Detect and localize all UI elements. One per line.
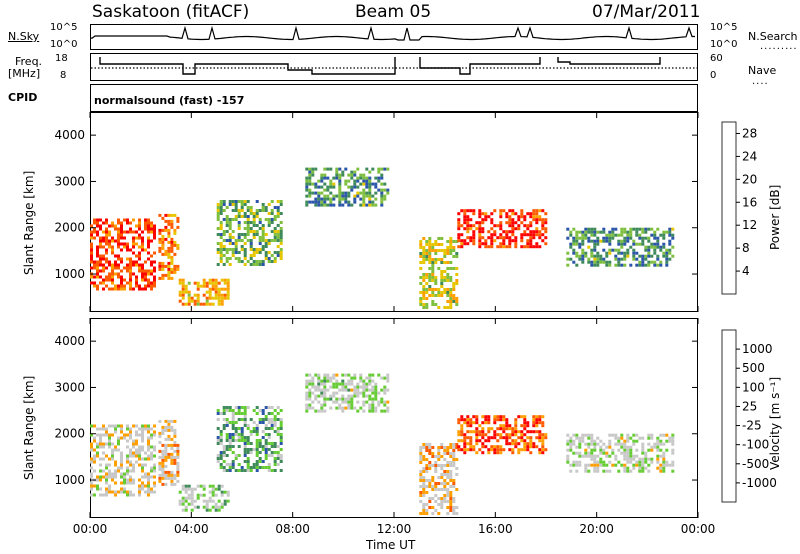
y-tick-label: 3000 — [54, 174, 85, 188]
power-ylabel: Slant Range [km] — [22, 170, 36, 275]
nsky-label: N.Sky — [8, 30, 40, 43]
nave-line: .... — [752, 76, 769, 87]
y-tick-label: 1000 — [54, 473, 85, 487]
station-title: Saskatoon (fitACF) — [92, 2, 250, 22]
freq-label: Freq. — [15, 55, 43, 68]
colorbar-frame — [721, 121, 737, 295]
colorbar-tick-label: 4 — [742, 264, 750, 278]
freq-traces — [91, 57, 697, 75]
echo-region-3 — [216, 200, 283, 266]
colorbar-tick-label: 1000 — [742, 342, 773, 356]
nsearch-label: N.Search — [748, 30, 798, 43]
colorbar-tick-label: 100 — [742, 380, 765, 394]
noise-right-bottom: 10^0 — [710, 39, 738, 50]
echo-region-1 — [158, 213, 180, 280]
colorbar-frame — [721, 329, 737, 503]
noise-left-bottom: 10^0 — [50, 39, 78, 50]
echo-region-7 — [566, 227, 675, 267]
noise-traces — [90, 25, 695, 41]
echo-region-0 — [90, 424, 156, 497]
date-label: 07/Mar/2011 — [592, 2, 701, 22]
echo-region-6 — [457, 415, 548, 455]
noise-left-top: 10^5 — [50, 22, 78, 33]
x-tick-label: 00:00 — [681, 522, 716, 536]
echo-region-6 — [457, 209, 548, 249]
y-tick-label: 4000 — [54, 128, 85, 142]
x-tick-label: 12:00 — [377, 522, 412, 536]
power-echoes — [90, 167, 675, 309]
colorbar-tick-label: 12 — [742, 218, 757, 232]
freq-right-top: 60 — [710, 53, 723, 64]
beam-label: Beam 05 — [355, 2, 432, 22]
echo-region-4 — [305, 167, 390, 207]
velocity-colorbar-label: Velocity [m s⁻¹] — [768, 376, 782, 470]
x-axis-label: Time UT — [366, 538, 416, 552]
colorbar-tick-label: -1000 — [742, 476, 777, 490]
echo-region-7 — [566, 433, 675, 473]
echo-region-1 — [158, 419, 180, 486]
x-tick-label: 04:00 — [174, 522, 209, 536]
freq-unit-label: [MHz] — [8, 67, 41, 80]
colorbar-tick-label: -25 — [742, 419, 762, 433]
colorbar-tick-label: 500 — [742, 361, 765, 375]
x-tick-label: 08:00 — [275, 522, 310, 536]
colorbar-tick-label: -100 — [742, 438, 769, 452]
colorbar-tick-label: -500 — [742, 457, 769, 471]
noise-right-top: 10^5 — [710, 22, 738, 33]
y-tick-label: 2000 — [54, 427, 85, 441]
noise-panel — [90, 24, 698, 50]
power-colorbar-label: Power [dB] — [768, 184, 782, 250]
echo-region-5 — [419, 443, 459, 515]
nsearch-line: ......... — [760, 41, 798, 52]
colorbar-tick-label: 25 — [742, 399, 757, 413]
y-tick-label: 2000 — [54, 221, 85, 235]
freq-right-bottom: 0 — [710, 70, 717, 81]
velocity-ylabel: Slant Range [km] — [22, 375, 36, 480]
freq-panel — [90, 53, 698, 81]
x-tick-label: 00:00 — [73, 522, 108, 536]
y-tick-label: 3000 — [54, 380, 85, 394]
noise-trace-line — [90, 25, 695, 41]
colorbar-tick-label: 20 — [742, 172, 757, 186]
freq-left-top: 18 — [55, 53, 68, 64]
colorbar-tick-label: 16 — [742, 195, 757, 209]
colorbar-tick-label: 24 — [742, 149, 757, 163]
colorbar-tick-label: 8 — [742, 241, 750, 255]
echo-region-3 — [216, 406, 283, 472]
echo-region-4 — [305, 373, 390, 413]
velocity-echoes — [90, 373, 675, 515]
echo-region-2 — [178, 278, 230, 306]
cpid-label: CPID — [8, 91, 38, 104]
colorbar-tick-label: 28 — [742, 126, 757, 140]
colorbars: 4 8 12 16 20 24 28 1000 500 100 25 -25 -100 -500 -1000 — [721, 121, 777, 503]
cpid-panel — [90, 84, 698, 112]
echo-region-2 — [178, 484, 230, 512]
freq-trace-line — [99, 57, 661, 75]
cpid-value: normalsound (fast) -157 — [94, 94, 245, 107]
y-tick-label: 1000 — [54, 267, 85, 281]
x-tick-label: 16:00 — [478, 522, 513, 536]
echo-region-5 — [419, 237, 459, 309]
y-tick-label: 4000 — [54, 334, 85, 348]
nave-label: Nave — [748, 64, 777, 77]
freq-left-bottom: 8 — [60, 70, 67, 81]
x-tick-label: 20:00 — [579, 522, 614, 536]
axes-ticks: 1000 2000 3000 4000 1000 2000 3000 4000 00:00 04:… — [54, 112, 715, 536]
echo-region-0 — [90, 218, 156, 291]
